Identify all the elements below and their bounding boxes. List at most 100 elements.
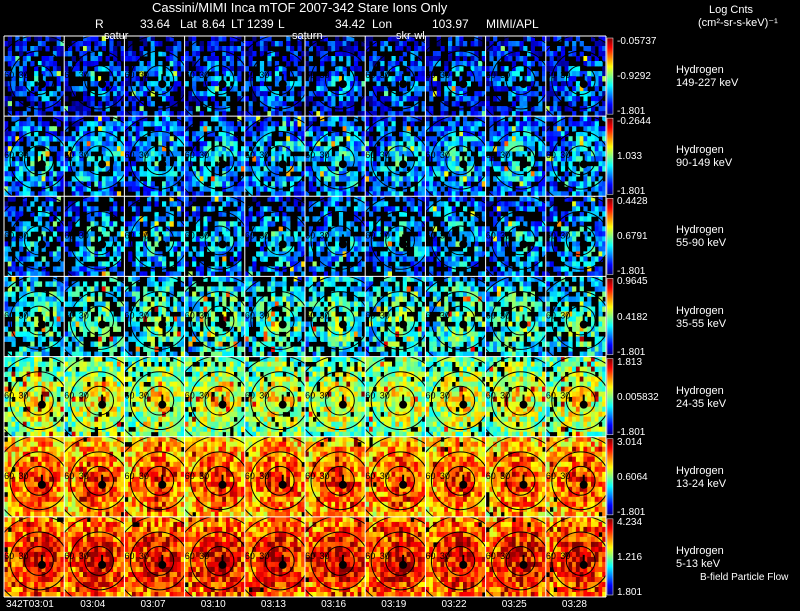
heatmap-cell — [384, 176, 388, 181]
heatmap-cell — [27, 181, 31, 186]
heatmap-cell — [57, 121, 61, 126]
heatmap-cell — [117, 161, 121, 166]
heatmap-cell — [527, 156, 531, 161]
heatmap-cell — [271, 126, 275, 131]
heatmap-cell — [407, 151, 411, 156]
heatmap-cell — [580, 136, 584, 141]
heatmap-cell — [113, 176, 117, 181]
heatmap-cell — [57, 86, 61, 91]
heatmap-cell — [177, 221, 181, 226]
heatmap-cell — [418, 86, 422, 91]
heatmap-cell — [113, 251, 117, 256]
contour-label: 30 — [259, 150, 269, 160]
heatmap-cell — [275, 216, 279, 221]
heatmap-cell — [124, 181, 128, 186]
heatmap-cell — [298, 76, 302, 81]
heatmap-cell — [425, 201, 429, 206]
heatmap-cell — [392, 126, 396, 131]
heatmap-cell — [45, 261, 49, 266]
heatmap-cell — [538, 106, 542, 111]
heatmap-cell — [392, 206, 396, 211]
heatmap-cell — [467, 151, 471, 156]
heatmap-cell — [256, 211, 260, 216]
heatmap-cell — [260, 221, 264, 226]
heatmap-cell — [185, 61, 189, 66]
heatmap-cell — [200, 246, 204, 251]
heatmap-cell — [27, 221, 31, 226]
heatmap-cell — [42, 176, 46, 181]
heatmap-cell — [155, 121, 159, 126]
heatmap-cell — [76, 181, 80, 186]
heatmap-cell — [346, 256, 350, 261]
heatmap-cell — [572, 126, 576, 131]
heatmap-cell — [572, 176, 576, 181]
heatmap-cell — [557, 251, 561, 256]
heatmap-cell — [572, 156, 576, 161]
heatmap-cell — [282, 256, 286, 261]
heatmap-cell — [91, 141, 95, 146]
heatmap-cell — [91, 36, 95, 41]
heatmap-cell — [516, 236, 520, 241]
heatmap-cell — [136, 81, 140, 86]
heatmap-cell — [474, 71, 478, 76]
heatmap-cell — [504, 216, 508, 221]
heatmap-cell — [350, 46, 354, 51]
heatmap-cell — [407, 176, 411, 181]
heatmap-cell — [501, 106, 505, 111]
heatmap-cell — [275, 246, 279, 251]
heatmap-cell — [207, 61, 211, 66]
heatmap-cell — [576, 156, 580, 161]
heatmap-cell — [418, 91, 422, 96]
heatmap-cell — [158, 51, 162, 56]
heatmap-cell — [211, 231, 215, 236]
heatmap-cell — [410, 56, 414, 61]
heatmap-cell — [264, 206, 268, 211]
heatmap-cell — [504, 256, 508, 261]
heatmap-cell — [576, 36, 580, 41]
heatmap-cell — [583, 256, 587, 261]
heatmap-cell — [497, 126, 501, 131]
heatmap-cell — [177, 186, 181, 191]
heatmap-cell — [587, 236, 591, 241]
heatmap-cell — [132, 126, 136, 131]
heatmap-cell — [403, 256, 407, 261]
heatmap-cell — [155, 71, 159, 76]
heatmap-cell — [433, 116, 437, 121]
heatmap-cell — [117, 91, 121, 96]
heatmap-cell — [188, 181, 192, 186]
heatmap-cell — [91, 101, 95, 106]
heatmap-cell — [365, 116, 369, 121]
heatmap-cell — [444, 141, 448, 146]
contour-label: 60 — [185, 150, 195, 160]
heatmap-cell — [527, 176, 531, 181]
heatmap-cell — [580, 131, 584, 136]
heatmap-cell — [45, 151, 49, 156]
heatmap-cell — [343, 36, 347, 41]
heatmap-cell — [106, 181, 110, 186]
heatmap-cell — [463, 206, 467, 211]
heatmap-cell — [109, 141, 113, 146]
heatmap-cell — [237, 161, 241, 166]
heatmap-cell — [98, 181, 102, 186]
heatmap-cell — [331, 96, 335, 101]
heatmap-cell — [298, 46, 302, 51]
heatmap-cell — [331, 121, 335, 126]
heatmap-cell — [200, 91, 204, 96]
heatmap-cell — [8, 51, 12, 56]
heatmap-cell — [211, 86, 215, 91]
heatmap-cell — [527, 121, 531, 126]
heatmap-cell — [407, 76, 411, 81]
heatmap-cell — [245, 81, 249, 86]
heatmap-cell — [369, 96, 373, 101]
heatmap-cell — [384, 201, 388, 206]
heatmap-cell — [456, 256, 460, 261]
heatmap-cell — [459, 136, 463, 141]
heatmap-cell — [234, 171, 238, 176]
heatmap-cell — [64, 121, 68, 126]
heatmap-cell — [414, 206, 418, 211]
heatmap-cell — [538, 121, 542, 126]
heatmap-cell — [395, 261, 399, 266]
heatmap-cell — [109, 136, 113, 141]
heatmap-cell — [140, 166, 144, 171]
heatmap-cell — [256, 91, 260, 96]
